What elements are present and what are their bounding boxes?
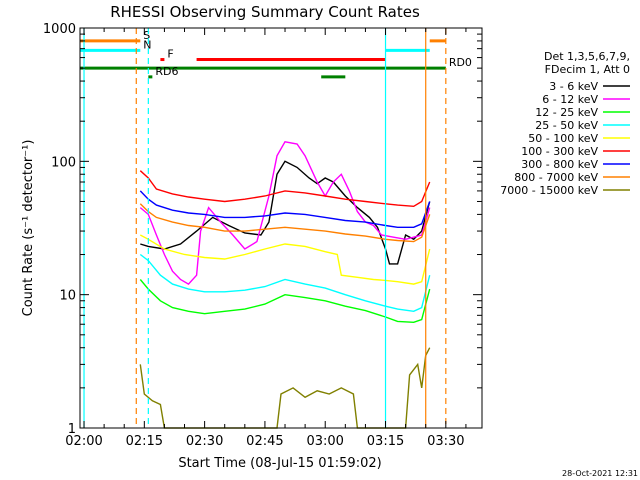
vertical-markers (83, 28, 447, 428)
x-tick-label: 03:15 (367, 434, 404, 449)
legend-header: FDecim 1, Att 0 (545, 63, 630, 76)
x-tick-label: 02:00 (65, 434, 102, 449)
series-line (139, 141, 431, 285)
x-tick-label: 02:15 (126, 434, 163, 449)
plot-frame (79, 27, 483, 429)
legend-header: Det 1,3,5,6,7,9, (544, 50, 630, 63)
timestamp: 28-Oct-2021 12:31 (562, 469, 638, 478)
series-lines (139, 141, 431, 429)
legend-label: 300 - 800 keV (521, 158, 598, 171)
legend-label: 800 - 7000 keV (514, 171, 598, 184)
y-tick-label: 100 (51, 155, 76, 170)
flag-label: RD0 (449, 56, 472, 69)
legend-label: 3 - 6 keV (549, 80, 598, 93)
flag-label: RD6 (155, 65, 178, 78)
series-line (139, 170, 431, 208)
y-tick-label: 1000 (43, 22, 76, 37)
chart-title: RHESSI Observing Summary Count Rates (110, 3, 420, 21)
flag-label: F (167, 48, 173, 61)
legend-label: 6 - 12 keV (542, 93, 598, 106)
legend-label: 25 - 50 keV (535, 119, 598, 132)
x-axis-label: Start Time (08-Jul-15 01:59:02) (178, 456, 381, 471)
x-tick-label: 03:00 (306, 434, 343, 449)
legend-label: 7000 - 15000 keV (500, 184, 598, 197)
series-line (139, 203, 431, 243)
flag-bars: SN F RD0 RD6 (80, 29, 472, 79)
y-tick-label: 10 (59, 289, 76, 304)
legend-label: 100 - 300 keV (521, 145, 598, 158)
legend-label: 50 - 100 keV (528, 132, 598, 145)
series-line (140, 160, 431, 265)
x-tick-label: 02:45 (246, 434, 283, 449)
series-line (139, 234, 431, 285)
series-line (139, 347, 431, 429)
x-axis: 02:00 02:15 02:30 02:45 03:00 03:15 03:30 (65, 28, 467, 449)
series-line (139, 190, 431, 229)
series-line (139, 253, 431, 313)
x-tick-label: 02:30 (186, 434, 223, 449)
y-tick-label: 1 (68, 422, 76, 437)
y-axis-label: Count Rate (s⁻¹ detector⁻¹) (21, 140, 36, 317)
legend-label: 12 - 25 keV (535, 106, 598, 119)
legend: Det 1,3,5,6,7,9,FDecim 1, Att 0 3 - 6 keV… (500, 50, 630, 197)
flag-label: S (143, 29, 150, 42)
series-line (139, 279, 431, 324)
x-tick-label: 03:30 (427, 434, 464, 449)
flag-label: N (143, 38, 151, 51)
y-axis: 1 10 100 1000 (43, 22, 482, 437)
